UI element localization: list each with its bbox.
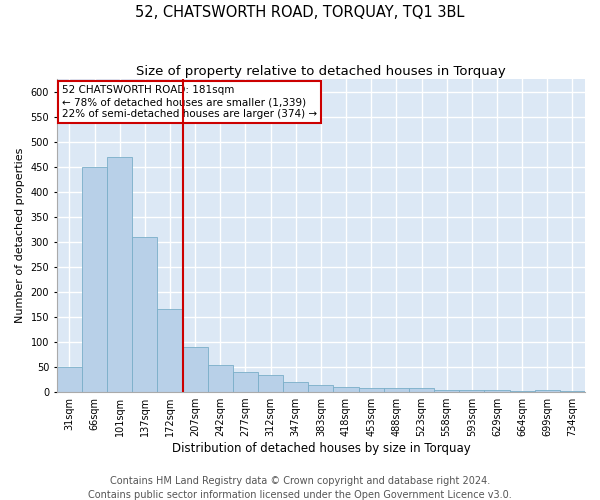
Bar bbox=[384, 388, 409, 392]
Bar bbox=[157, 310, 182, 392]
Bar bbox=[334, 387, 359, 392]
Text: 52 CHATSWORTH ROAD: 181sqm
← 78% of detached houses are smaller (1,339)
22% of s: 52 CHATSWORTH ROAD: 181sqm ← 78% of deta… bbox=[62, 86, 317, 118]
Bar bbox=[258, 374, 283, 392]
Text: Contains HM Land Registry data © Crown copyright and database right 2024.
Contai: Contains HM Land Registry data © Crown c… bbox=[88, 476, 512, 500]
Bar bbox=[182, 347, 208, 392]
Bar bbox=[82, 167, 107, 392]
Bar bbox=[233, 372, 258, 392]
Bar bbox=[560, 391, 585, 392]
Bar bbox=[409, 388, 434, 392]
X-axis label: Distribution of detached houses by size in Torquay: Distribution of detached houses by size … bbox=[172, 442, 470, 455]
Bar bbox=[57, 367, 82, 392]
Bar bbox=[509, 391, 535, 392]
Bar bbox=[535, 390, 560, 392]
Bar bbox=[208, 364, 233, 392]
Bar bbox=[434, 390, 459, 392]
Bar bbox=[283, 382, 308, 392]
Bar bbox=[132, 237, 157, 392]
Bar bbox=[308, 384, 334, 392]
Bar bbox=[459, 390, 484, 392]
Bar bbox=[359, 388, 384, 392]
Bar bbox=[107, 157, 132, 392]
Bar bbox=[484, 390, 509, 392]
Text: 52, CHATSWORTH ROAD, TORQUAY, TQ1 3BL: 52, CHATSWORTH ROAD, TORQUAY, TQ1 3BL bbox=[136, 5, 464, 20]
Title: Size of property relative to detached houses in Torquay: Size of property relative to detached ho… bbox=[136, 65, 506, 78]
Y-axis label: Number of detached properties: Number of detached properties bbox=[15, 148, 25, 324]
